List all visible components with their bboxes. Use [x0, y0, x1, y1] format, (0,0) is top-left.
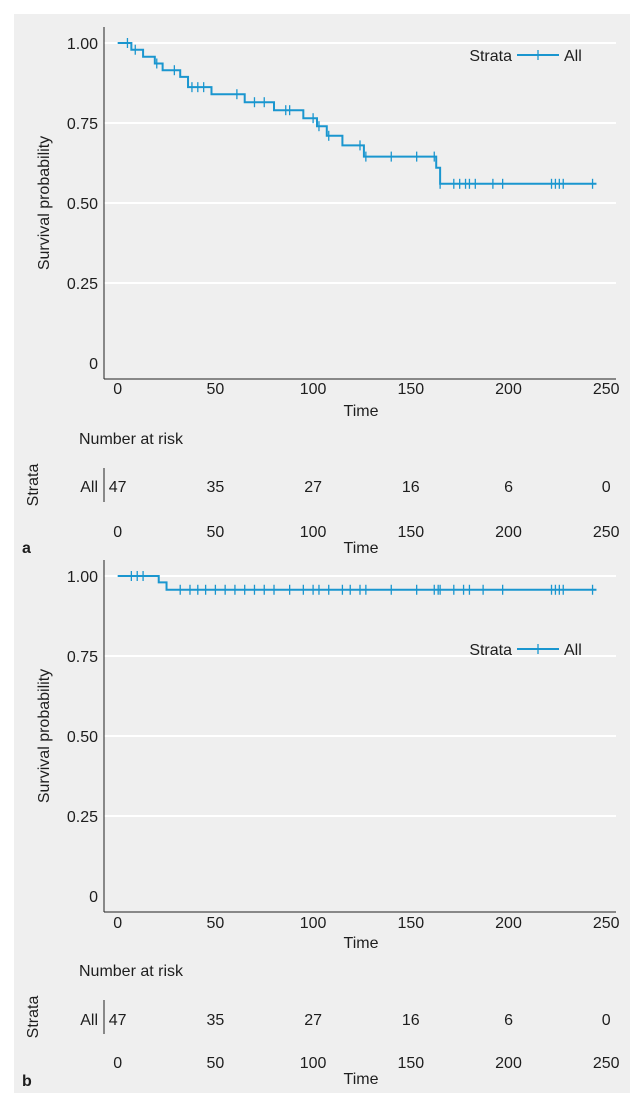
risk-table-title: Number at risk — [79, 431, 184, 448]
x-tick-label: 150 — [397, 381, 424, 398]
x-tick-label: 50 — [206, 381, 224, 398]
y-tick-label: 0.50 — [67, 196, 98, 213]
risk-count: 0 — [602, 1012, 611, 1029]
risk-row-label: All — [80, 1012, 98, 1029]
x-tick-label: 50 — [206, 915, 224, 932]
x-tick-label: 100 — [300, 381, 327, 398]
risk-x-tick-label: 0 — [113, 1055, 122, 1072]
risk-x-tick-label: 250 — [593, 1055, 620, 1072]
y-tick-label: 0.25 — [67, 276, 98, 293]
risk-count: 47 — [109, 479, 127, 496]
risk-strata-label: Strata — [25, 996, 42, 1039]
risk-count: 16 — [402, 479, 420, 496]
risk-table-title: Number at risk — [79, 963, 184, 980]
x-axis-title: Time — [344, 403, 379, 420]
x-tick-label: 250 — [593, 381, 620, 398]
legend-title: Strata — [469, 642, 512, 659]
risk-x-tick-label: 100 — [300, 1055, 327, 1072]
survival-curve — [117, 42, 597, 185]
panel-label: a — [22, 540, 31, 557]
y-tick-label: 0 — [89, 889, 98, 906]
risk-x-tick-label: 50 — [206, 1055, 224, 1072]
risk-x-tick-label: 50 — [206, 524, 224, 541]
risk-x-tick-label: 200 — [495, 1055, 522, 1072]
risk-count: 16 — [402, 1012, 420, 1029]
risk-count: 35 — [206, 1012, 224, 1029]
risk-x-tick-label: 150 — [397, 524, 424, 541]
risk-count: 6 — [504, 1012, 513, 1029]
risk-count: 27 — [304, 479, 322, 496]
x-tick-label: 200 — [495, 915, 522, 932]
risk-x-tick-label: 150 — [397, 1055, 424, 1072]
y-tick-label: 1.00 — [67, 36, 98, 53]
risk-x-tick-label: 200 — [495, 524, 522, 541]
risk-row-label: All — [80, 479, 98, 496]
legend-title: Strata — [469, 48, 512, 65]
risk-count: 27 — [304, 1012, 322, 1029]
x-tick-label: 250 — [593, 915, 620, 932]
x-axis-title: Time — [344, 935, 379, 952]
risk-count: 6 — [504, 479, 513, 496]
y-tick-label: 0.50 — [67, 729, 98, 746]
figure-panel — [14, 14, 630, 1093]
risk-x-axis-title: Time — [344, 1071, 379, 1088]
risk-x-tick-label: 100 — [300, 524, 327, 541]
y-tick-label: 0.75 — [67, 116, 98, 133]
y-tick-label: 0.25 — [67, 809, 98, 826]
x-tick-label: 0 — [113, 915, 122, 932]
x-tick-label: 0 — [113, 381, 122, 398]
survival-curve — [117, 575, 597, 591]
y-axis-title: Survival probability — [36, 136, 53, 270]
risk-x-axis-title: Time — [344, 540, 379, 557]
legend-entry-all: All — [564, 642, 582, 659]
y-axis-title: Survival probability — [36, 669, 53, 803]
risk-count: 0 — [602, 479, 611, 496]
x-tick-label: 150 — [397, 915, 424, 932]
risk-x-tick-label: 250 — [593, 524, 620, 541]
risk-count: 35 — [206, 479, 224, 496]
x-tick-label: 200 — [495, 381, 522, 398]
y-tick-label: 0 — [89, 356, 98, 373]
risk-strata-label: Strata — [25, 464, 42, 507]
legend-entry-all: All — [564, 48, 582, 65]
y-tick-label: 1.00 — [67, 569, 98, 586]
y-tick-label: 0.75 — [67, 649, 98, 666]
x-tick-label: 100 — [300, 915, 327, 932]
risk-x-tick-label: 0 — [113, 524, 122, 541]
risk-count: 47 — [109, 1012, 127, 1029]
panel-label: b — [22, 1073, 32, 1090]
